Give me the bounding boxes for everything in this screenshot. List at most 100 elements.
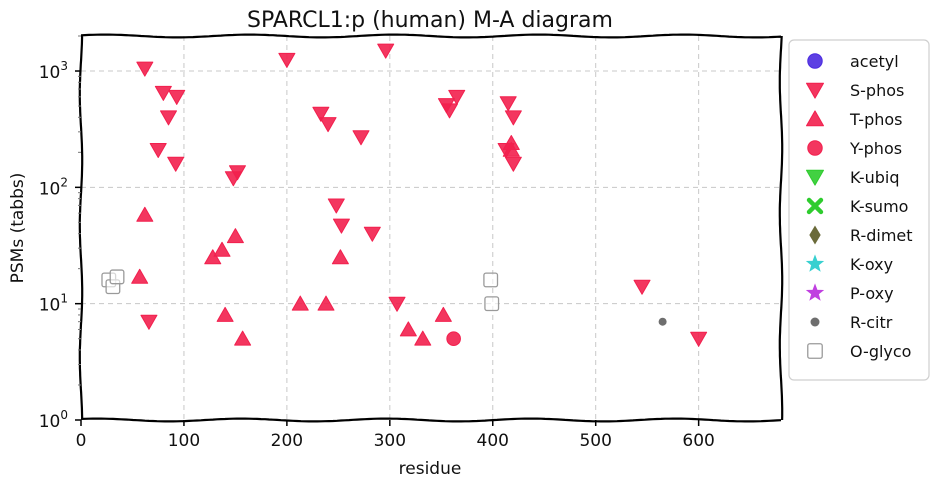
data-point — [136, 61, 154, 77]
data-point — [399, 321, 417, 337]
data-point — [109, 269, 125, 285]
legend-marker — [809, 225, 821, 245]
legend-item: R-citr — [810, 313, 893, 332]
series-s-phos — [136, 43, 708, 347]
legend-item: O-glyco — [807, 342, 911, 361]
legend-item: K-sumo — [806, 197, 908, 216]
data-point — [168, 89, 186, 105]
x-tick-label: 400 — [477, 431, 509, 451]
legend-item: S-phos — [806, 81, 904, 100]
x-axis-label: residue — [399, 459, 462, 479]
data-point — [154, 85, 172, 101]
legend-label: P-oxy — [850, 284, 894, 303]
x-tick-label: 0 — [76, 431, 87, 451]
legend-marker — [806, 82, 824, 99]
data-points — [101, 43, 708, 347]
legend-label: O-glyco — [850, 342, 911, 361]
data-point — [149, 142, 167, 158]
data-point — [414, 330, 432, 346]
data-point — [484, 296, 500, 312]
data-point — [136, 206, 154, 222]
grid — [81, 36, 781, 420]
legend-label: S-phos — [850, 81, 904, 100]
data-point — [658, 317, 667, 326]
legend-label: K-ubiq — [850, 168, 899, 187]
data-point — [319, 117, 337, 133]
data-point — [483, 272, 499, 288]
legend-label: K-sumo — [850, 197, 908, 216]
x-tick-label: 600 — [682, 431, 714, 451]
data-point — [331, 249, 349, 265]
legend-label: K-oxy — [850, 255, 893, 274]
data-point — [234, 330, 252, 346]
legend-marker — [806, 110, 824, 127]
plot-frame — [78, 33, 784, 423]
legend-marker — [806, 169, 824, 186]
y-tick-label: 100 — [39, 408, 68, 432]
data-point — [317, 295, 335, 311]
data-point — [363, 226, 381, 242]
data-point — [690, 331, 708, 347]
legend-marker — [806, 197, 824, 215]
y-axis-label: PSMs (tabbs) — [8, 173, 28, 284]
data-point — [140, 314, 158, 330]
data-point — [278, 52, 296, 68]
data-point — [216, 306, 234, 322]
data-point — [446, 331, 461, 346]
legend-marker — [810, 317, 820, 327]
data-point — [160, 110, 177, 126]
legend-marker — [807, 140, 823, 156]
legend-box — [788, 39, 930, 381]
data-point — [388, 296, 406, 312]
legend-item: R-dimet — [809, 225, 913, 245]
legend-marker — [805, 254, 825, 272]
data-point — [167, 156, 185, 172]
x-tick-label: 300 — [374, 431, 406, 451]
data-point — [504, 156, 522, 172]
data-point — [437, 98, 455, 114]
data-point — [228, 165, 246, 181]
data-point — [226, 228, 244, 244]
y-tick-label: 101 — [39, 292, 68, 316]
x-tick-label: 100 — [168, 431, 200, 451]
legend-item: acetyl — [807, 52, 899, 71]
legend-label: R-dimet — [850, 226, 913, 245]
series-t-phos — [131, 135, 520, 346]
legend-item: K-ubiq — [806, 168, 899, 187]
data-point — [213, 241, 231, 257]
data-point — [204, 249, 222, 265]
data-point — [502, 141, 520, 157]
legend-item: Y-phos — [807, 139, 902, 158]
legend: acetyl S-phos T-phos Y-phos K-ubiq K-sumo R-di… — [788, 39, 930, 381]
x-tick-label: 200 — [271, 431, 303, 451]
legend-label: acetyl — [850, 52, 899, 71]
chart-title: SPARCL1:p (human) M-A diagram — [247, 8, 613, 33]
data-point — [352, 130, 370, 146]
y-tick-label: 102 — [39, 175, 68, 199]
legend-marker — [807, 343, 823, 359]
data-point — [434, 306, 452, 322]
data-point — [499, 96, 517, 112]
data-point — [327, 198, 345, 214]
series-o-glyco — [101, 269, 500, 312]
legend-label: T-phos — [849, 110, 903, 129]
series-r-citr — [658, 317, 667, 326]
data-point — [312, 106, 330, 122]
data-point — [332, 218, 350, 234]
data-point — [377, 43, 395, 59]
data-point — [633, 279, 651, 295]
legend-label: R-citr — [850, 313, 893, 332]
data-point — [131, 268, 149, 284]
data-point — [504, 110, 522, 126]
legend-item: T-phos — [806, 110, 903, 129]
data-point — [291, 295, 309, 311]
legend-marker — [805, 283, 825, 301]
series-y-phos — [446, 331, 461, 346]
x-tick-label: 500 — [579, 431, 611, 451]
legend-marker — [807, 53, 823, 69]
legend-item: K-oxy — [805, 254, 893, 274]
legend-label: Y-phos — [849, 139, 902, 158]
y-tick-label: 103 — [39, 59, 68, 83]
data-point — [448, 89, 466, 105]
